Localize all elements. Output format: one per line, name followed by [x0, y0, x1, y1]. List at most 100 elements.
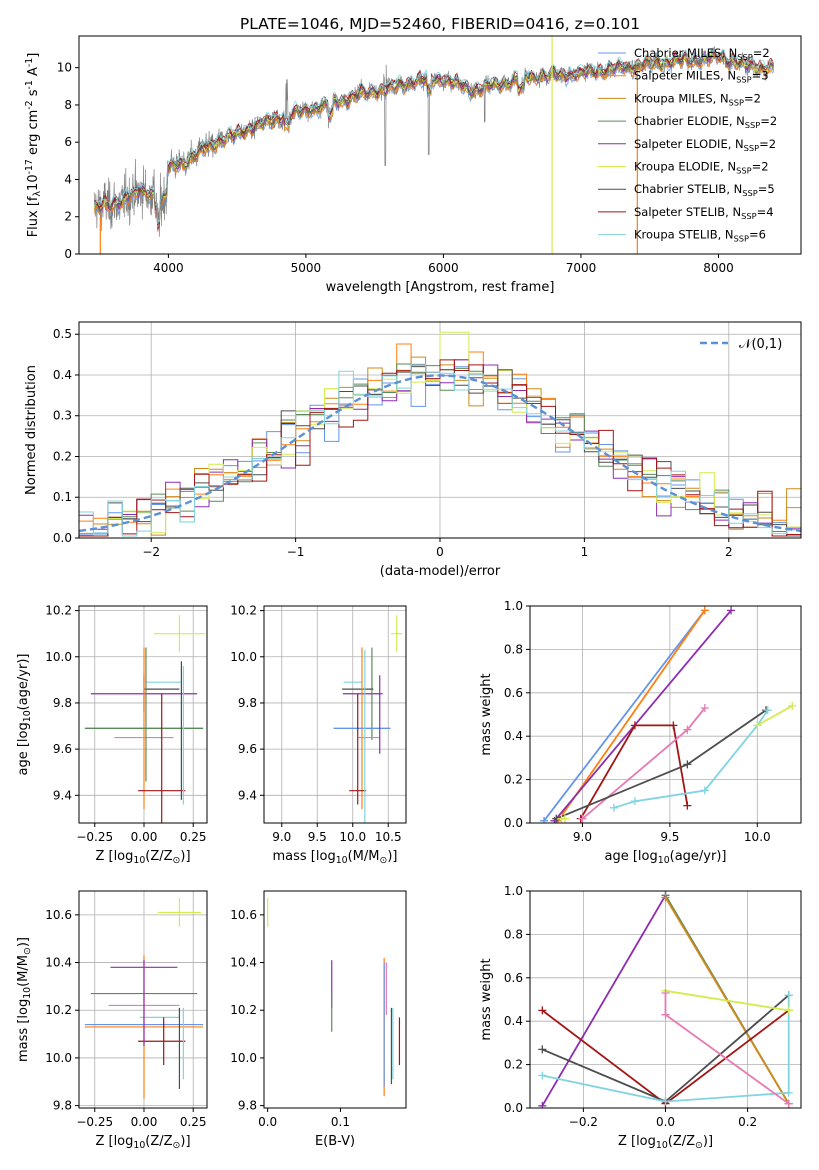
x-tick-label: 9.5 [308, 830, 327, 844]
weight-marker [538, 1006, 547, 1015]
x-tick-label: −0.25 [76, 830, 113, 844]
legend-entry: Salpeter MILES, NSSP=3 [634, 69, 769, 85]
axes-frame [78, 35, 802, 255]
x-tick-label: 10.5 [375, 830, 402, 844]
y-tick-label: 9.8 [53, 1099, 72, 1113]
plot-area [538, 891, 793, 1108]
mass-weight-vs-age-panel: 9.0 9.5 10.0 0.0 0.2 0.4 0.6 0.8 1.0 age [log10(a… [479, 599, 802, 866]
x-tick-label: 0.0 [258, 1115, 277, 1129]
mass-vs-ebv-panel: 0.0 0.1 9.8 10.0 10.2 10.4 10.6 E(B-V) [230, 890, 407, 1149]
x-tick-label: 4000 [153, 261, 184, 275]
y-tick-label: 9.6 [53, 742, 72, 756]
plot-area [84, 615, 206, 823]
y-tick-label: 10.2 [230, 1003, 257, 1017]
weight-line-8 [756, 705, 793, 727]
weight-marker [700, 703, 709, 712]
y-tick-label: 0.2 [53, 449, 72, 463]
residuals-panel: −2 −1 0 1 2 0.0 0.1 0.2 0.3 0.4 0.5 (data-model)/er… [24, 321, 802, 579]
axes: 9.0 9.5 10.0 10.5 9.4 9.6 9.8 10.0 10.2 mass [log… [230, 604, 407, 866]
weight-marker [763, 706, 772, 715]
residual-histogram-5 [79, 359, 801, 537]
legend-entry: Kroupa STELIB, NSSP=6 [634, 228, 766, 244]
x-axis-label: Z [log10(Z/Z⊙)] [95, 849, 190, 866]
legend-entry: Chabrier ELODIE, NSSP=2 [634, 114, 777, 130]
weight-marker [784, 1088, 793, 1097]
weight-marker [784, 991, 793, 1000]
x-tick-label: 8000 [703, 261, 734, 275]
x-tick-label: 0.00 [131, 830, 158, 844]
x-tick-label: 0.0 [656, 1115, 675, 1129]
y-tick-label: 0.4 [504, 1014, 523, 1028]
model-spectrum-3 [93, 54, 774, 230]
plot-area [93, 36, 774, 254]
y-tick-label: 10.0 [230, 650, 257, 664]
x-tick-label: 0.25 [180, 830, 207, 844]
grid [264, 606, 406, 823]
legend-entry: Chabrier MILES, NSSP=2 [634, 46, 770, 62]
y-tick-label: 0.0 [53, 531, 72, 545]
weight-marker [578, 814, 587, 823]
error-bar-point [153, 615, 206, 653]
weight-marker [538, 1045, 547, 1054]
weight-marker [683, 801, 692, 810]
y-axis-label: Flux [fλ10-17 erg cm-2 s-1 A-1] [24, 53, 43, 238]
legend: Chabrier MILES, NSSP=2 Salpeter MILES, NS… [598, 46, 777, 244]
weight-marker [630, 797, 639, 806]
y-tick-label: 0.5 [53, 327, 72, 341]
error-bar-point [157, 898, 202, 927]
axes-frame [263, 890, 407, 1109]
x-tick-label: 6000 [428, 261, 459, 275]
y-tick-label: 0.6 [504, 686, 523, 700]
y-tick-label: 10.6 [230, 908, 257, 922]
y-tick-label: 0.8 [504, 927, 523, 941]
y-tick-label: 6 [64, 135, 72, 149]
legend-entry: Salpeter ELODIE, NSSP=2 [634, 137, 776, 153]
y-tick-label: 0.3 [53, 409, 72, 423]
y-tick-label: 0.0 [504, 816, 523, 830]
y-tick-label: 0 [64, 247, 72, 261]
axes: −0.2 0.0 0.2 0.0 0.2 0.4 0.6 0.8 1.0 Z [log10(Z/Z… [479, 884, 802, 1151]
legend-entry: Salpeter STELIB, NSSP=4 [634, 205, 774, 221]
residual-histogram-6 [79, 331, 801, 537]
weight-line-7 [665, 989, 789, 1012]
y-axis-label: Normed distribution [24, 365, 39, 495]
weight-marker [661, 893, 670, 902]
x-tick-label: 10.0 [744, 830, 771, 844]
axes-frame [529, 605, 802, 824]
gaussian-curve [79, 374, 801, 533]
mass-vs-metallicity-panel: −0.25 0.00 0.25 9.8 10.0 10.2 10.4 10.6 Z [log10… [16, 890, 208, 1151]
y-tick-label: 9.6 [238, 742, 257, 756]
spectrum-panel: 4000 5000 6000 7000 8000 0 2 4 6 8 10 wavelength [A… [24, 35, 802, 295]
plot-area [539, 606, 797, 823]
weight-marker [700, 786, 709, 795]
y-tick-label: 10.2 [230, 604, 257, 618]
legend-entry: 𝒩(0,1) [739, 337, 782, 352]
x-tick-label: 9.5 [660, 830, 679, 844]
residual-histogram-8 [79, 359, 801, 537]
y-tick-label: 8 [64, 98, 72, 112]
mass-weight-vs-metallicity-panel: −0.2 0.0 0.2 0.0 0.2 0.4 0.6 0.8 1.0 Z [log10(Z/Z… [479, 884, 802, 1151]
y-axis-label: age [log10(age/yr)] [16, 654, 33, 776]
axes: 4000 5000 6000 7000 8000 0 2 4 6 8 10 wavelength [A… [24, 35, 802, 295]
x-axis-label: Z [log10(Z/Z⊙)] [618, 1134, 713, 1151]
legend-entry: Chabrier STELIB, NSSP=5 [634, 182, 775, 198]
weight-line-3 [553, 609, 732, 822]
y-tick-label: 10.4 [45, 956, 72, 970]
weight-marker [784, 1099, 793, 1108]
x-tick-label: 2 [725, 545, 733, 559]
y-tick-label: 10.6 [45, 908, 72, 922]
y-tick-label: 0.2 [504, 1058, 523, 1072]
age-vs-metallicity-panel: −0.25 0.00 0.25 9.4 9.6 9.8 10.0 10.2 Z [log10(Z… [16, 604, 208, 866]
y-tick-label: 0.0 [504, 1101, 523, 1115]
y-tick-label: 0.4 [504, 729, 523, 743]
y-tick-label: 2 [64, 210, 72, 224]
axes: 9.0 9.5 10.0 0.0 0.2 0.4 0.6 0.8 1.0 age [log10(a… [479, 599, 802, 866]
axes: −0.25 0.00 0.25 9.8 10.0 10.2 10.4 10.6 Z [log10… [16, 890, 208, 1151]
weight-line-1 [541, 894, 667, 1107]
weight-marker [661, 1097, 670, 1106]
weight-line-4 [579, 724, 689, 820]
x-tick-label: −0.25 [76, 1115, 113, 1129]
x-tick-label: 0.2 [738, 1115, 757, 1129]
y-axis-label: mass weight [479, 673, 494, 755]
y-tick-label: 10.2 [45, 1003, 72, 1017]
